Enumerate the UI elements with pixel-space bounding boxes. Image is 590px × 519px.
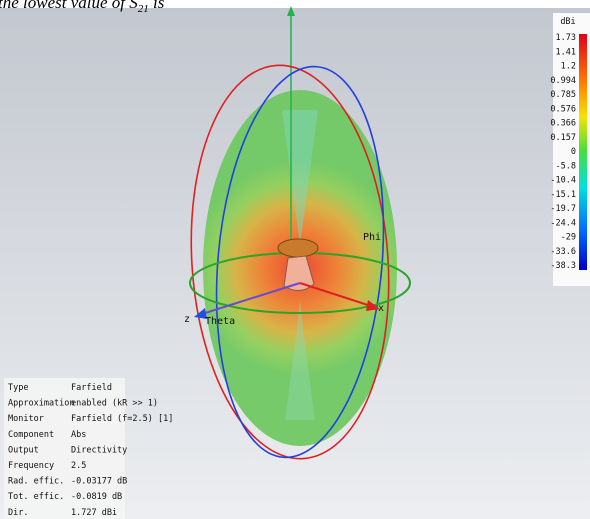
info-value: Farfield — [71, 383, 112, 393]
colorbar-label: 0.576 — [550, 104, 576, 114]
z-axis — [201, 282, 301, 315]
colorbar-label: -33.6 — [550, 247, 576, 257]
colorbar-label: 0.994 — [550, 76, 576, 86]
colorbar-label: -10.4 — [550, 176, 576, 186]
info-key: Type — [8, 383, 28, 393]
colorbar-label: -24.4 — [550, 218, 576, 228]
colorbar-label: 1.2 — [561, 62, 576, 72]
colorbar-unit: dBi — [560, 17, 575, 27]
caption-text: the lowest value of — [0, 0, 129, 12]
colorbar-gradient — [579, 34, 587, 270]
colorbar-label: -38.3 — [550, 261, 576, 271]
info-key: Monitor — [8, 414, 44, 424]
colorbar-label: -5.8 — [556, 161, 576, 171]
info-value: 1.727 dBi — [71, 508, 117, 518]
info-value: Directivity — [71, 445, 127, 455]
info-value: Abs — [71, 430, 86, 440]
info-background — [4, 378, 125, 519]
caption-suffix: is — [149, 0, 165, 12]
z-axis-head — [194, 308, 207, 319]
info-value: 2.5 — [71, 461, 86, 471]
colorbar-label: -29 — [561, 233, 576, 243]
info-key: Frequency — [8, 461, 54, 471]
colorbar: dBi 1.73 1.41 1.2 0.994 0.785 0.576 0.366 0.157… — [550, 13, 590, 286]
info-key: Rad. effic. — [8, 477, 64, 487]
y-axis-head — [287, 6, 295, 16]
antenna-patch — [277, 238, 319, 258]
colorbar-label: 0.157 — [550, 133, 576, 143]
colorbar-label: 0 — [571, 147, 576, 157]
info-value: enabled (kR >> 1) — [71, 399, 158, 409]
antenna-feed — [283, 255, 315, 291]
info-value: -0.03177 dB — [71, 477, 127, 487]
x-axis-head — [366, 300, 380, 311]
z-label: z — [184, 314, 190, 325]
info-key: Approximation — [8, 399, 75, 409]
caption-subscript: 21 — [138, 3, 149, 15]
x-axis — [299, 282, 375, 308]
colorbar-label: 1.73 — [556, 33, 576, 43]
caption: the lowest value of S21 is — [0, 0, 165, 15]
colorbar-label: 1.41 — [556, 47, 576, 57]
info-value: -0.0819 dB — [71, 492, 122, 502]
theta-label: Theta — [205, 316, 235, 327]
info-key: Tot. effic. — [8, 492, 64, 502]
colorbar-label: -19.7 — [550, 204, 576, 214]
colorbar-label: 0.366 — [550, 119, 576, 129]
null-cone-bottom — [285, 300, 315, 420]
info-key: Dir. — [8, 508, 28, 518]
colorbar-label: 0.785 — [550, 90, 576, 100]
info-key: Output — [8, 445, 39, 455]
theta-ring-red — [190, 64, 390, 460]
phi-label: Phi — [363, 232, 381, 243]
info-key: Component — [8, 430, 54, 440]
colorbar-label: -15.1 — [550, 190, 576, 200]
theta-ring-blue — [215, 65, 385, 459]
caption-symbol: S — [129, 0, 138, 12]
info-value: Farfield (f=2.5) [1] — [71, 414, 173, 424]
x-label: x — [378, 303, 384, 314]
